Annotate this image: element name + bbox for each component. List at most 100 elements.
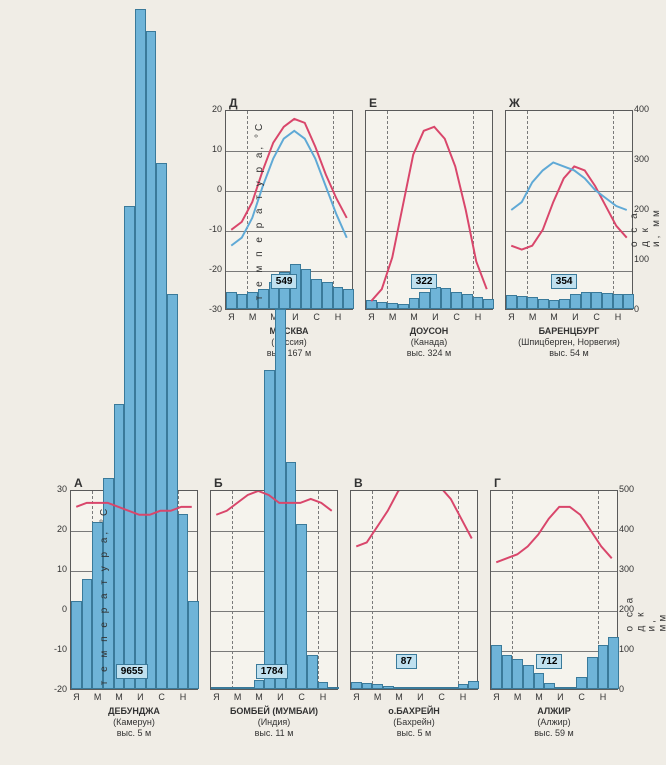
precip-bar	[188, 601, 199, 689]
precip-bar	[307, 655, 318, 689]
ytick-precip: 300	[619, 564, 641, 574]
precip-bar	[570, 294, 581, 309]
gridline-v	[387, 111, 388, 309]
ytick-precip: 0	[634, 304, 656, 314]
precip-bar	[602, 293, 613, 309]
ytick-temp: -30	[204, 304, 222, 314]
precip-bar	[527, 297, 538, 310]
xtick: И	[137, 692, 143, 702]
precip-bar	[415, 687, 426, 689]
xtick: Я	[368, 312, 375, 322]
gridline-v	[527, 111, 528, 309]
panel-caption: ДОУСОН(Канада)выс. 324 м	[407, 326, 451, 358]
temp-axis-label: т е м п е р а т у р а, °С	[99, 506, 110, 685]
panel-caption: МОСКВА(Россия)выс. 167 м	[267, 326, 311, 358]
ytick-temp: 10	[49, 564, 67, 574]
precip-bar	[264, 370, 275, 689]
precip-bar	[124, 206, 135, 689]
xtick: С	[578, 692, 585, 702]
xtick: И	[432, 312, 438, 322]
xtick: С	[313, 312, 320, 322]
ytick-temp: -10	[49, 644, 67, 654]
precip-bar	[576, 677, 587, 689]
precip-bar	[146, 31, 157, 689]
precip-bar	[398, 304, 409, 309]
xtick: М	[94, 692, 102, 702]
precip-bar	[333, 287, 344, 310]
ytick-precip: 100	[619, 644, 641, 654]
precip-axis-label: о с а д к и, мм	[629, 206, 662, 247]
precip-bar	[549, 300, 560, 309]
ytick-precip: 400	[634, 104, 656, 114]
precip-bar	[523, 665, 534, 689]
climate-panel: Ж4003002001000354ЯММИСНБАРЕНЦБУРГ(Шпицбе…	[505, 110, 633, 310]
gridline-v	[613, 111, 614, 309]
annual-total-badge: 1784	[256, 664, 288, 679]
xtick: М	[410, 312, 418, 322]
precip-bar	[426, 687, 437, 689]
climate-panel: А3020100-10-209655ЯММИСНДЕБУНДЖА(Камерун…	[70, 490, 198, 690]
precip-bar	[483, 299, 494, 309]
precip-bar	[517, 296, 528, 309]
chart-area: 5004003002001000712ЯММИСН	[490, 490, 618, 690]
annual-total-badge: 549	[271, 274, 298, 289]
precip-bar	[462, 294, 473, 309]
precip-bar	[436, 687, 447, 689]
precip-bar	[328, 687, 339, 689]
ytick-precip: 400	[619, 524, 641, 534]
climate-panel: Г5004003002001000712ЯММИСНАЛЖИР(Алжир)вы…	[490, 490, 618, 690]
panel-letter: Г	[494, 476, 501, 490]
precip-bar	[318, 682, 329, 689]
xtick: С	[593, 312, 600, 322]
precip-bar	[555, 687, 566, 689]
ytick-temp: -20	[49, 684, 67, 694]
gridline-v	[458, 491, 459, 689]
xtick: М	[535, 692, 543, 702]
precip-bar	[430, 287, 441, 310]
precip-bar	[608, 637, 619, 689]
ytick-temp: 20	[49, 524, 67, 534]
panel-caption: БАРЕНЦБУРГ(Шпицберген, Норвегия)выс. 54 …	[518, 326, 620, 358]
xtick: М	[374, 692, 382, 702]
xtick: М	[249, 312, 257, 322]
precip-bar	[591, 292, 602, 310]
xtick: Я	[73, 692, 80, 702]
precip-bar	[387, 303, 398, 309]
climate-panel: В87ЯММИСНо.БАХРЕЙН(Бахрейн)выс. 5 м	[350, 490, 478, 690]
precip-bar	[534, 673, 545, 689]
chart-area: 87ЯММИСН	[350, 490, 478, 690]
chart-area: 3020100-10-209655ЯММИСН	[70, 490, 198, 690]
precip-bar	[211, 687, 222, 689]
chart-area: 20100-10-20-30549ЯММИСН	[225, 110, 353, 310]
precip-bar	[311, 279, 322, 309]
precip-bar	[362, 683, 373, 689]
precip-bar	[343, 289, 354, 309]
xtick: Н	[475, 312, 482, 322]
xtick: М	[389, 312, 397, 322]
temp-axis-label: т е м п е р а т у р а, °С	[254, 121, 265, 300]
xtick: М	[255, 692, 263, 702]
precip-bar	[566, 687, 577, 689]
climate-panel: Б1784ЯММИСНБОМБЕЙ (МУМБАИ)(Индия)выс. 11…	[210, 490, 338, 690]
xtick: Я	[493, 692, 500, 702]
precip-bar	[178, 514, 189, 689]
precip-bar	[623, 294, 634, 309]
climate-panel: Д20100-10-20-30549ЯММИСНМОСКВА(Россия)вы…	[225, 110, 353, 310]
gridline-v	[247, 111, 248, 309]
ytick-temp: 30	[49, 484, 67, 494]
xtick: Я	[508, 312, 515, 322]
ytick-temp: -10	[204, 224, 222, 234]
precip-bar	[404, 687, 415, 689]
xtick: С	[298, 692, 305, 702]
panel-letter: Б	[214, 476, 223, 490]
precip-bar	[581, 292, 592, 310]
precip-bar	[559, 299, 570, 309]
precip-bar	[254, 680, 265, 689]
annual-total-badge: 354	[551, 274, 578, 289]
precip-bar	[222, 687, 233, 689]
ytick-temp: 10	[204, 144, 222, 154]
precip-bar	[383, 686, 394, 689]
chart-area: 1784ЯММИСН	[210, 490, 338, 690]
xtick: С	[438, 692, 445, 702]
precip-bar	[613, 294, 624, 309]
